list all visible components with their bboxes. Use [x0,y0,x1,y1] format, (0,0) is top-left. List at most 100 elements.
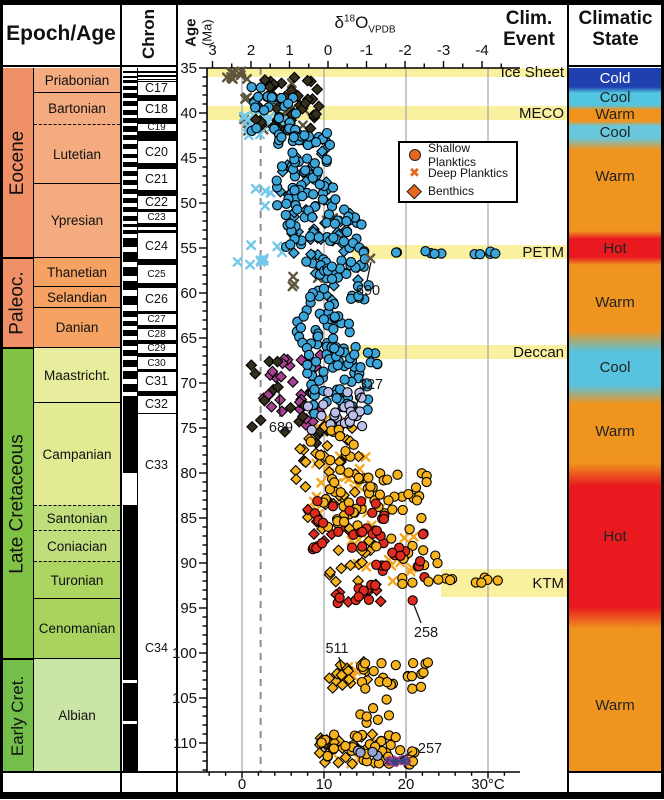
stage-label: Santonian [46,510,108,526]
clim-event-label: KTM [532,574,564,592]
stage-cell: Selandian [34,286,120,307]
chron-black-segment [138,311,176,314]
chron-black-segment [138,118,176,124]
svg-text:95: 95 [180,600,197,617]
stage-cell: Lutetian [34,124,120,183]
stage-label: Ypresian [50,213,104,228]
chron-black-segment [138,391,176,396]
chron-label: C29 [147,342,166,354]
polarity-segment [122,396,137,473]
d18o-delta: δ [334,13,344,32]
svg-text:689: 689 [269,420,293,436]
svg-text:1: 1 [285,42,293,59]
svg-text:60: 60 [180,285,197,302]
svg-text:65: 65 [180,330,197,347]
stage-label: Albian [58,708,96,723]
epoch-label: Paleoc. [6,271,28,335]
chron-black-segment [138,190,176,196]
chron-black-segment [138,353,176,357]
polarity-segment [122,360,137,367]
stage-cell: Ypresian [34,183,120,257]
chron-black-segment [138,209,176,212]
state-left-border [567,2,569,792]
stage-label: Turonian [50,572,104,588]
polarity-segment [122,144,137,149]
stage-cell: Cenomanian [34,598,120,658]
polarity-segment [122,267,137,276]
climatic-state-label: Warm [595,423,635,440]
svg-text:2: 2 [247,42,255,59]
panel-divider-1 [120,2,122,792]
svg-text:40: 40 [180,105,197,122]
svg-text:20: 20 [398,776,415,793]
chron-black-segment [138,131,176,141]
chron-header-label: Chron [138,8,158,59]
legend-item: Shallow Planktics [407,141,516,169]
polarity-segment [122,321,137,326]
column-bottom-right [567,771,662,773]
stage-label: Campanian [42,446,112,462]
polarity-segment [122,75,137,78]
polarity-segment [122,162,137,167]
chron-label-strip [138,68,176,772]
svg-text:90: 90 [180,555,197,572]
polarity-segment [122,724,137,772]
polarity-segment [122,216,137,221]
chron-black-segment [138,78,176,81]
legend-item: ✖ Deep Planktics [407,164,516,182]
polarity-segment [122,154,137,158]
clim-event-label: PETM [522,243,564,261]
svg-text:690: 690 [356,283,380,299]
epoch-stage-divider [32,68,34,772]
chron-label: C32 [145,397,168,411]
svg-text:-3: -3 [437,42,450,59]
climatic-state-label: Warm [595,697,635,714]
stage-label: Thanetian [46,264,108,280]
polarity-segment [122,311,137,317]
legend-item-label: Shallow Planktics [428,141,477,169]
stage-label: Priabonian [44,72,110,88]
polarity-segment [122,198,137,203]
stage-cell: Santonian [34,505,120,530]
chron-black-segment [138,325,176,329]
climatic-state-header: Climatic State [570,8,661,51]
chron-black-segment [138,369,176,372]
epoch-label: Early Cret. [7,675,27,757]
chron-label: C27 [147,314,166,325]
epoch-age-header: Epoch/Age [2,2,120,65]
stage-cell: Campanian [34,402,120,505]
climatic-state-header-line1: Climatic [578,8,653,29]
chron-label: C33 [145,457,168,472]
climatic-state-label: Warm [595,168,635,185]
svg-text:55: 55 [180,240,197,257]
chron-label: C24 [145,238,168,253]
polarity-segment [122,281,137,290]
border-left [0,0,3,799]
climatic-state-column [569,68,661,772]
chron-label: C25 [147,268,166,280]
chron-label: C30 [147,357,166,369]
polarity-segment [122,180,137,185]
climatic-state-label: Warm [595,294,635,311]
svg-text:70: 70 [180,375,197,392]
svg-text:327: 327 [359,377,383,393]
polarity-segment [122,86,137,90]
polarity-segment [122,252,137,262]
polarity-segment [122,126,137,132]
circle-marker-icon [407,149,422,161]
legend-item: Benthics [407,182,516,200]
climatic-state-label: Cool [599,124,631,141]
svg-text:35: 35 [180,60,197,77]
polarity-segment [122,93,137,98]
svg-text:-1: -1 [360,42,373,59]
svg-text:50: 50 [180,195,197,212]
chron-label: C18 [145,102,168,116]
svg-text:75: 75 [180,420,197,437]
stage-cell: Priabonian [34,68,120,92]
polarity-segment [122,340,137,346]
chron-black-segment [138,95,176,101]
chron-label: C20 [145,144,168,159]
stage-label: Lutetian [52,146,102,162]
d18o-superscript: 18 [343,13,356,25]
